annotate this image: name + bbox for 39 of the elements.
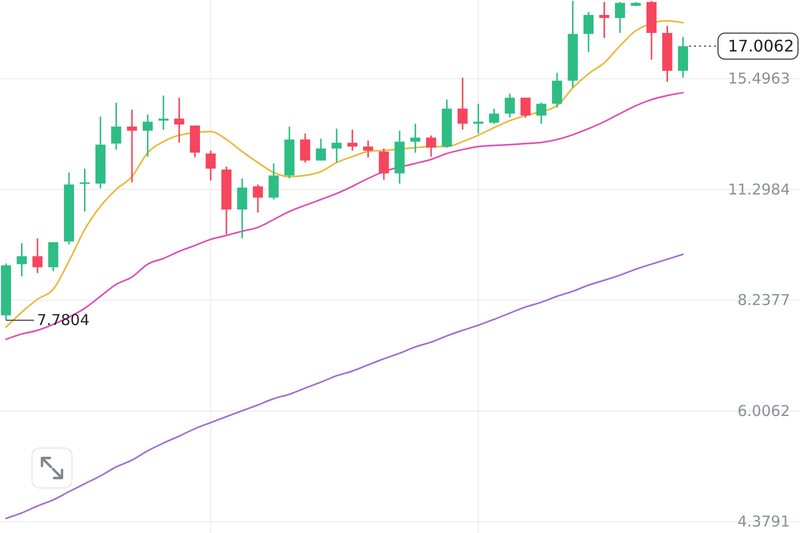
candlestick [252, 184, 263, 214]
candlestick [489, 108, 500, 124]
candlestick [599, 1, 610, 39]
candlestick [268, 162, 279, 200]
line-series [5, 20, 684, 328]
candlestick [32, 238, 43, 274]
candlestick [378, 148, 389, 180]
candlestick [426, 134, 436, 158]
candlestick [206, 150, 216, 182]
candlestick [520, 96, 531, 118]
candlestick [473, 102, 484, 134]
candlestick [332, 128, 342, 164]
y-tick-label: 8.2377 [738, 291, 790, 310]
candlestick [300, 132, 310, 164]
y-tick-label: 15.4963 [728, 70, 790, 88]
candlestick [552, 72, 562, 108]
candlestick [142, 114, 153, 158]
y-tick-label: 4.3791 [738, 512, 790, 531]
y-tick-label: 11.2984 [728, 180, 790, 198]
y-tick-label: 6.0062 [738, 402, 790, 420]
candlestick [158, 94, 168, 130]
candlestick [126, 108, 137, 184]
candlestick [363, 140, 374, 158]
candlestick [583, 11, 594, 53]
candlestick [536, 102, 546, 124]
candlestick [237, 178, 248, 240]
text: 17.0062 [728, 36, 794, 56]
candlestick [347, 128, 358, 152]
candlestick [614, 1, 626, 34]
candlestick [504, 92, 515, 118]
candlestick [316, 138, 326, 162]
candlestick [458, 77, 468, 130]
line-series [5, 92, 684, 340]
candlestick [111, 102, 122, 150]
candlestick [410, 122, 420, 154]
candlestick [174, 96, 184, 144]
line-series [5, 254, 684, 520]
candlestick [16, 242, 27, 278]
candlestick [80, 168, 90, 212]
